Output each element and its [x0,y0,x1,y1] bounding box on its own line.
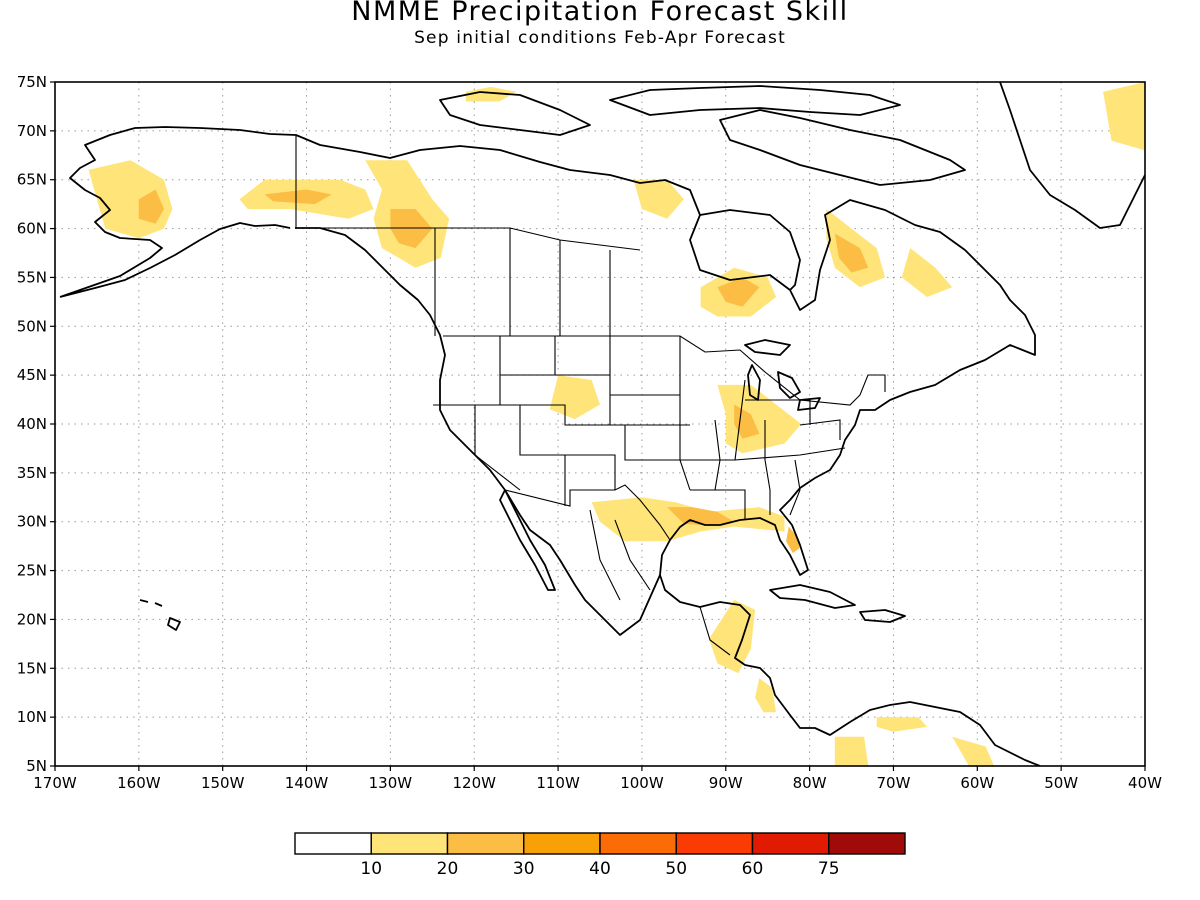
colorbar-swatch [675,832,754,855]
skill-region-guiana [952,736,995,766]
skill-region-texas-gulf-core [667,507,735,526]
lon-tick-label: 90W [709,774,743,792]
political-boundaries [295,135,886,656]
skill-region-quebec-core [834,233,869,273]
lat-tick-label: 65N [17,171,47,189]
lat-tick-label: 60N [17,220,47,238]
cuba-coastline [769,584,856,609]
colorbar-swatch [751,832,830,855]
lat-tick-label: 10N [17,708,47,726]
colorbar-label: 50 [665,859,687,879]
hawaii-coastline [139,599,181,631]
colorbar-swatch [523,832,601,855]
lon-tick-label: 170W [33,774,77,792]
lat-tick-label: 15N [17,659,47,677]
lon-tick-label: 160W [117,774,161,792]
colorbar-label: 30 [513,859,535,879]
skill-region-banks [465,86,517,102]
chart-subtitle: Sep initial conditions Feb-Apr Forecast [414,28,786,48]
canada-province-lines [296,227,641,336]
skill-region-greenland [1103,82,1145,151]
greenland-coastline [999,82,1145,229]
lat-tick-label: 40N [17,415,47,433]
coastlines [59,82,1145,766]
hudson-bay-coastline [699,209,801,291]
lat-tick-label: 75N [17,73,47,91]
skill-shading [88,82,1145,766]
skill-region-ontario-core [717,277,760,307]
lon-tick-label: 140W [285,774,329,792]
lon-tick-label: 50W [1044,774,1078,792]
colorbar-swatch [599,832,677,855]
mexico-state-lines [589,509,731,656]
colorbar-swatch [446,832,525,855]
skill-region-florida [786,526,800,553]
colorbar-label: 10 [360,859,382,879]
lon-tick-label: 130W [369,774,413,792]
lat-tick-label: 35N [17,464,47,482]
skill-region-wyoming [549,375,600,420]
lon-tick-label: 70W [877,774,911,792]
us-mexico-border [504,484,671,541]
skill-region-nunavut-west [633,179,684,219]
lat-tick-label: 55N [17,268,47,286]
baja-peninsula-coastline [499,489,556,591]
skill-region-alaska-west-core [138,189,164,224]
skill-region-alaska-east-core [264,189,332,205]
skill-region-central-america [755,678,777,713]
lat-tick-label: 5N [26,757,47,775]
banks-victoria-coastline [439,91,591,136]
north-america-coastline [59,126,1041,766]
colorbar-swatch [294,832,372,855]
colorbar: 10 20 30 40 50 60 75 [294,832,906,879]
skill-region-colombia [834,736,869,766]
state-lines [433,336,846,520]
chart-title: NMME Precipitation Forecast Skill [351,0,849,27]
lat-tick-label: 25N [17,562,47,580]
colorbar-swatch [828,832,906,855]
hispaniola-coastline [859,609,906,623]
skill-region-labrador [901,248,953,297]
great-lakes [744,339,821,411]
graticule [55,82,1145,766]
lat-tick-label: 50N [17,317,47,335]
baffin-island-coastline [719,109,966,186]
lon-tick-label: 100W [620,774,664,792]
lon-tick-label: 110W [536,774,580,792]
lat-tick-label: 30N [17,513,47,531]
skill-region-venezuela [876,717,927,732]
lon-tick-label: 60W [960,774,994,792]
lat-tick-label: 20N [17,610,47,628]
skill-region-yucatan [709,599,756,674]
ellesmere-coastline [609,85,901,116]
lon-tick-label: 40W [1128,774,1162,792]
colorbar-label: 20 [437,859,459,879]
lat-tick-label: 70N [17,122,47,140]
colorbar-label: 75 [818,859,840,879]
lon-tick-label: 120W [452,774,496,792]
lon-tick-label: 150W [201,774,245,792]
lat-tick-label: 45N [17,366,47,384]
colorbar-swatch [370,832,449,855]
axis-ticks: 5N 10N 15N 20N 25N 30N 35N 40N 45N 50N 55N 60N 65N 70… [17,73,1162,792]
colorbar-label: 60 [742,859,764,879]
colorbar-label: 40 [589,859,611,879]
lon-tick-label: 80W [793,774,827,792]
